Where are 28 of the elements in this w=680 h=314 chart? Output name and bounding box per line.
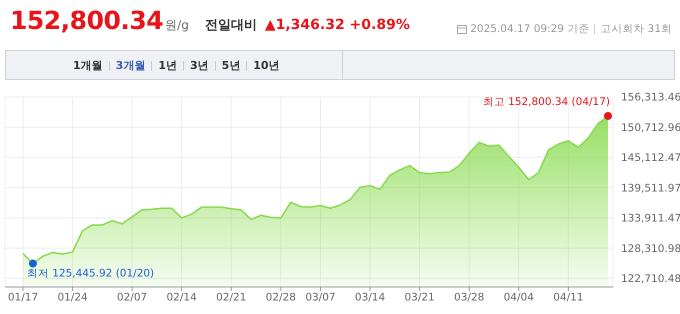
x-tick-label: 02/07 xyxy=(116,291,148,304)
x-tick-label: 04/11 xyxy=(553,291,584,304)
text: 3년 xyxy=(190,58,209,73)
y-tick-label: 145,112.47 xyxy=(621,152,680,164)
x-tick-label: 03/28 xyxy=(454,291,484,304)
x-tick-label: 02/28 xyxy=(266,291,296,304)
y-tick-label: 122,710.48 xyxy=(621,273,680,286)
x-tick-label: 02/14 xyxy=(166,291,198,304)
annotation: 최저 125,445.92 (01/20) xyxy=(26,268,154,280)
text: 3개월 xyxy=(116,58,146,73)
x-tick-label: 01/24 xyxy=(57,291,88,304)
text: 1개월 xyxy=(73,58,103,73)
y-tick-label: 139,511.97 xyxy=(621,182,680,194)
y-tick-label: 133,911.47 xyxy=(621,212,680,225)
chart-subtitle: 전일대비 ▲1,346.32 +0.89% xyxy=(204,16,410,34)
annotation: 최고 152,800.34 (04/17) xyxy=(482,96,610,108)
text: 10년 xyxy=(253,58,280,73)
x-tick-label: 03/07 xyxy=(305,291,336,304)
x-tick-label: 03/21 xyxy=(404,291,435,304)
text: 고시회차 31회 xyxy=(600,22,672,36)
x-tick-label: 04/04 xyxy=(504,291,534,304)
x-tick-label: 02/21 xyxy=(216,291,246,304)
x-tick-label: 03/14 xyxy=(354,291,386,304)
text: 1년 xyxy=(158,58,177,73)
y-tick-label: 128,310.98 xyxy=(621,242,680,255)
x-tick-label: 01/17 xyxy=(8,291,38,304)
text: 2025.04.17 09:29 기준 xyxy=(470,22,590,36)
text: 5년 xyxy=(222,58,240,73)
